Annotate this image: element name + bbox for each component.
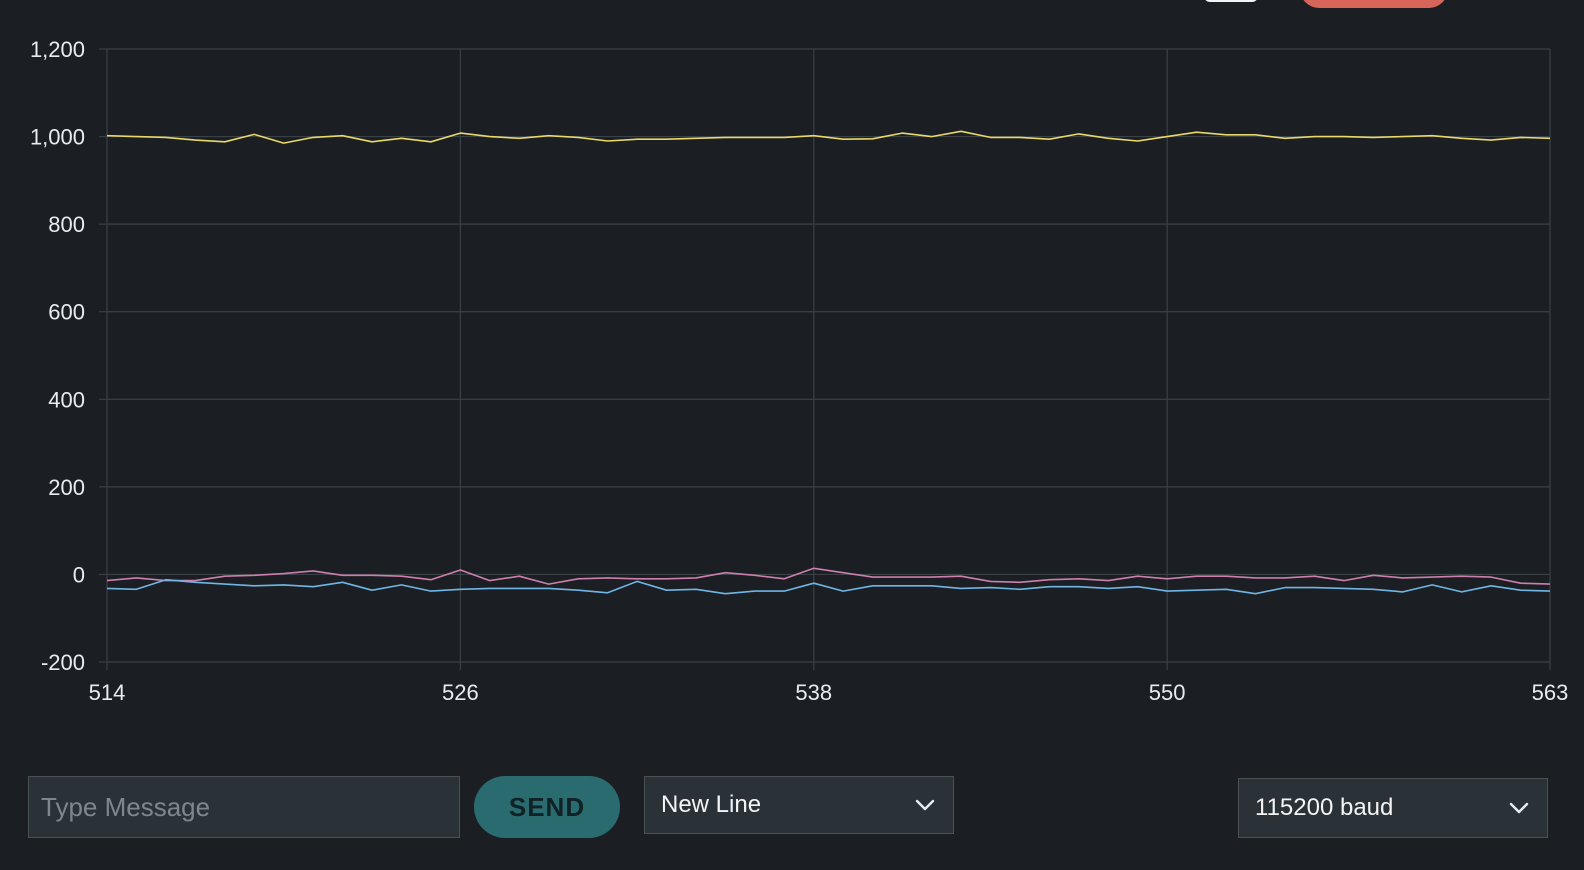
y-tick-label: -200 bbox=[41, 650, 85, 675]
y-tick-label: 600 bbox=[48, 300, 85, 325]
y-tick-label: 800 bbox=[48, 212, 85, 237]
series-line-3 bbox=[106, 578, 1551, 595]
x-tick-label: 563 bbox=[1532, 680, 1569, 705]
x-tick-label: 514 bbox=[89, 680, 126, 705]
y-tick-label: 200 bbox=[48, 475, 85, 500]
series-line-2 bbox=[106, 567, 1551, 585]
message-input[interactable] bbox=[28, 776, 460, 838]
y-tick-label: 1,200 bbox=[30, 37, 85, 62]
y-axis-ticks: 1,200 1,000 800 600 400 200 0 -200 bbox=[30, 37, 107, 675]
line-ending-value: New Line bbox=[661, 791, 762, 818]
plot-grid bbox=[106, 48, 1551, 663]
serial-plot-chart: 1,200 1,000 800 600 400 200 0 -200 514 526 538 550… bbox=[30, 37, 1569, 705]
plot-series bbox=[106, 130, 1551, 595]
chevron-down-icon bbox=[1509, 797, 1531, 819]
x-axis-ticks: 514 526 538 550 563 bbox=[89, 662, 1569, 705]
line-ending-select[interactable]: New Line bbox=[644, 776, 954, 834]
stop-button[interactable] bbox=[1300, 0, 1448, 8]
x-tick-label: 538 bbox=[795, 680, 832, 705]
send-button[interactable]: SEND bbox=[474, 776, 620, 838]
baud-rate-value: 115200 baud bbox=[1255, 794, 1394, 821]
series-line-1 bbox=[106, 130, 1551, 144]
baud-rate-select[interactable]: 115200 baud bbox=[1238, 778, 1548, 838]
chevron-down-icon bbox=[915, 794, 937, 816]
interpolate-toggle[interactable] bbox=[1204, 0, 1258, 2]
y-tick-label: 0 bbox=[73, 562, 85, 587]
y-tick-label: 400 bbox=[48, 387, 85, 412]
x-tick-label: 550 bbox=[1149, 680, 1186, 705]
x-tick-label: 526 bbox=[442, 680, 479, 705]
y-tick-label: 1,000 bbox=[30, 125, 85, 150]
